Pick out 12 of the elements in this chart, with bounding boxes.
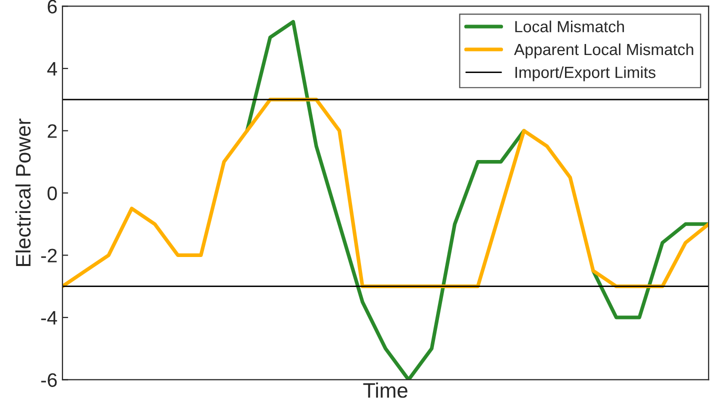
y-axis-title: Electrical Power	[15, 118, 31, 266]
legend-label: Apparent Local Mismatch	[514, 43, 694, 58]
y-tick-label: -6	[41, 373, 57, 387]
y-tick-label: 2	[48, 124, 57, 138]
y-tick-label: -4	[41, 311, 58, 325]
y-tick-label: 4	[47, 62, 58, 76]
y-tick-label: -2	[41, 248, 57, 262]
y-tick-label: 6	[48, 0, 57, 14]
legend-label: Local Mismatch	[515, 20, 624, 32]
legend-label: Import/Export Limits	[515, 66, 656, 82]
x-axis-title: Time	[363, 382, 408, 398]
y-tick-label: 0	[48, 186, 57, 200]
